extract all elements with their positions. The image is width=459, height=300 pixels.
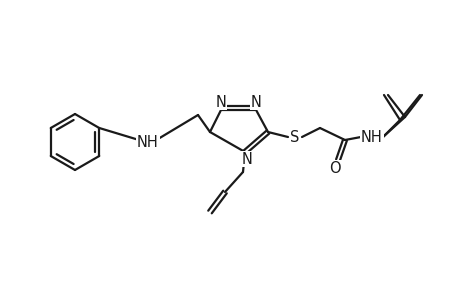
Text: S: S [290, 130, 299, 145]
Text: N: N [215, 94, 226, 110]
Text: N: N [250, 94, 261, 110]
Text: NH: NH [137, 134, 158, 149]
Text: N: N [241, 152, 252, 166]
Text: O: O [329, 160, 340, 175]
Text: NH: NH [360, 130, 382, 145]
